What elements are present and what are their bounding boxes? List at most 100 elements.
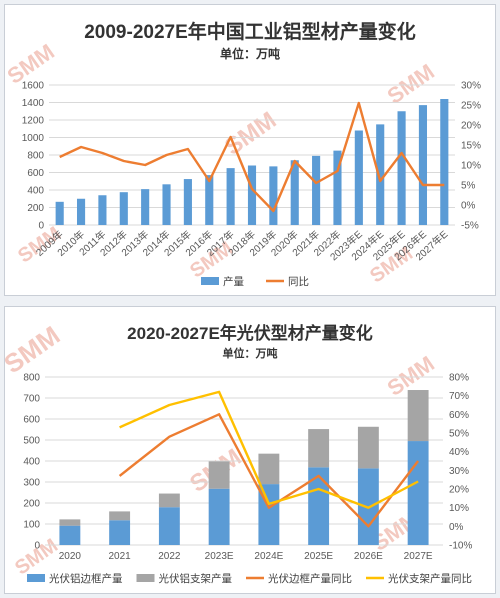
- y-left-tick-label: 400: [27, 186, 44, 197]
- bar: [226, 168, 235, 225]
- bar: [258, 453, 280, 485]
- y-left-tick-label: 100: [23, 520, 40, 531]
- chart-panel-industrial-aluminum: 2009-2027E年中国工业铝型材产量变化 单位：万吨 SMM SMM SMM SM…: [4, 4, 496, 296]
- bar: [397, 111, 406, 225]
- y-left-tick-label: 1000: [22, 133, 45, 144]
- y-right-tick-label: 0%: [449, 522, 464, 533]
- bar: [158, 507, 180, 545]
- x-tick-label: 2027E: [404, 551, 433, 562]
- bar: [333, 150, 342, 225]
- y-right-tick-label: 50%: [449, 429, 469, 440]
- legend-swatch: [201, 277, 219, 285]
- series-line: [119, 390, 419, 509]
- bar: [162, 184, 171, 225]
- bar: [59, 525, 81, 545]
- legend-label: 产量: [223, 275, 244, 288]
- y-right-tick-label: 70%: [449, 391, 469, 402]
- y-right-tick-label: -5%: [461, 221, 479, 232]
- y-left-tick-label: 300: [23, 478, 40, 489]
- chart-title: 2020-2027E年光伏型材产量变化: [127, 324, 373, 343]
- x-tick-label: 2023E: [205, 551, 234, 562]
- y-right-tick-label: 30%: [461, 81, 481, 92]
- y-right-tick-label: 30%: [449, 466, 469, 477]
- y-left-tick-label: 200: [27, 203, 44, 214]
- legend-swatch: [136, 574, 155, 582]
- legend-swatch: [27, 574, 45, 582]
- y-left-tick-label: 600: [27, 168, 44, 179]
- bar: [109, 511, 131, 521]
- bar: [205, 175, 214, 225]
- bar: [407, 441, 429, 545]
- bar: [119, 192, 128, 225]
- y-left-tick-label: 0: [34, 541, 40, 552]
- y-right-tick-label: 20%: [461, 121, 481, 132]
- bar: [308, 429, 330, 468]
- bar: [55, 201, 64, 225]
- bar: [98, 195, 107, 225]
- y-left-tick-label: 1600: [22, 81, 45, 92]
- bar: [376, 124, 385, 225]
- legend-label: 光伏边框产量同比: [268, 572, 352, 585]
- y-left-tick-label: 1200: [22, 116, 45, 127]
- x-tick-label: 2026E: [354, 551, 383, 562]
- y-right-tick-label: 80%: [449, 373, 469, 384]
- bar: [76, 198, 86, 225]
- y-right-tick-label: -10%: [449, 541, 472, 552]
- x-tick-label: 2022: [158, 551, 181, 562]
- legend-label: 光伏铝支架产量: [159, 572, 233, 585]
- bar: [418, 105, 428, 225]
- x-tick-label: 2021: [109, 551, 132, 562]
- bar: [247, 165, 257, 225]
- legend-label: 同比: [288, 275, 309, 288]
- x-tick-label: 2020: [59, 551, 82, 562]
- bar: [269, 166, 278, 225]
- y-right-tick-label: 25%: [461, 101, 481, 112]
- y-right-tick-label: 20%: [449, 485, 469, 496]
- y-left-tick-label: 0: [38, 221, 44, 232]
- bar: [407, 390, 429, 442]
- series-line: [118, 413, 420, 528]
- bar: [158, 493, 180, 508]
- y-left-tick-label: 600: [23, 415, 40, 426]
- bar: [312, 155, 321, 225]
- y-right-tick-label: 10%: [449, 503, 469, 514]
- y-left-tick-label: 800: [27, 151, 44, 162]
- bar: [208, 488, 230, 545]
- bar: [290, 160, 299, 225]
- bar: [308, 467, 330, 545]
- legend-label: 光伏支架产量同比: [388, 572, 472, 585]
- y-left-tick-label: 500: [23, 436, 40, 447]
- y-right-tick-label: 60%: [449, 410, 469, 421]
- bar: [183, 179, 192, 225]
- y-right-tick-label: 15%: [461, 141, 481, 152]
- watermark-logo: SMM: [5, 320, 65, 379]
- chart-title: 2009-2027E年中国工业铝型材产量变化: [84, 22, 416, 43]
- y-right-tick-label: 0%: [461, 201, 476, 212]
- chart-panel-pv-profiles: 2020-2027E年光伏型材产量变化 单位：万吨 SMMSMMSMMSMMSM…: [4, 306, 496, 594]
- y-left-tick-label: 800: [23, 373, 40, 384]
- watermark-logo: SMM: [220, 107, 281, 161]
- y-right-tick-label: 10%: [461, 161, 481, 172]
- bar: [59, 519, 81, 526]
- bar: [440, 99, 449, 225]
- y-left-tick-label: 1400: [22, 98, 45, 109]
- chart-subtitle: 单位：万吨: [222, 348, 278, 360]
- x-tick-label: 2024E: [254, 551, 283, 562]
- y-right-tick-label: 5%: [461, 181, 476, 192]
- bar: [208, 461, 230, 489]
- y-left-tick-label: 200: [23, 499, 40, 510]
- y-right-tick-label: 40%: [449, 447, 469, 458]
- x-tick-label: 2025E: [304, 551, 333, 562]
- bar: [354, 130, 363, 225]
- chart-subtitle: 单位：万吨: [219, 47, 280, 61]
- y-left-tick-label: 400: [23, 457, 40, 468]
- y-left-tick-label: 700: [23, 394, 40, 405]
- legend-label: 光伏铝边框产量: [49, 572, 123, 585]
- bar: [141, 189, 150, 225]
- bar: [109, 520, 131, 545]
- series-line: [59, 101, 445, 213]
- bar: [357, 426, 379, 469]
- chart-canvas: SMMSMMSMMSMMSMM0100200300400500600700800…: [5, 320, 472, 585]
- watermark-logo: SMM: [383, 59, 439, 109]
